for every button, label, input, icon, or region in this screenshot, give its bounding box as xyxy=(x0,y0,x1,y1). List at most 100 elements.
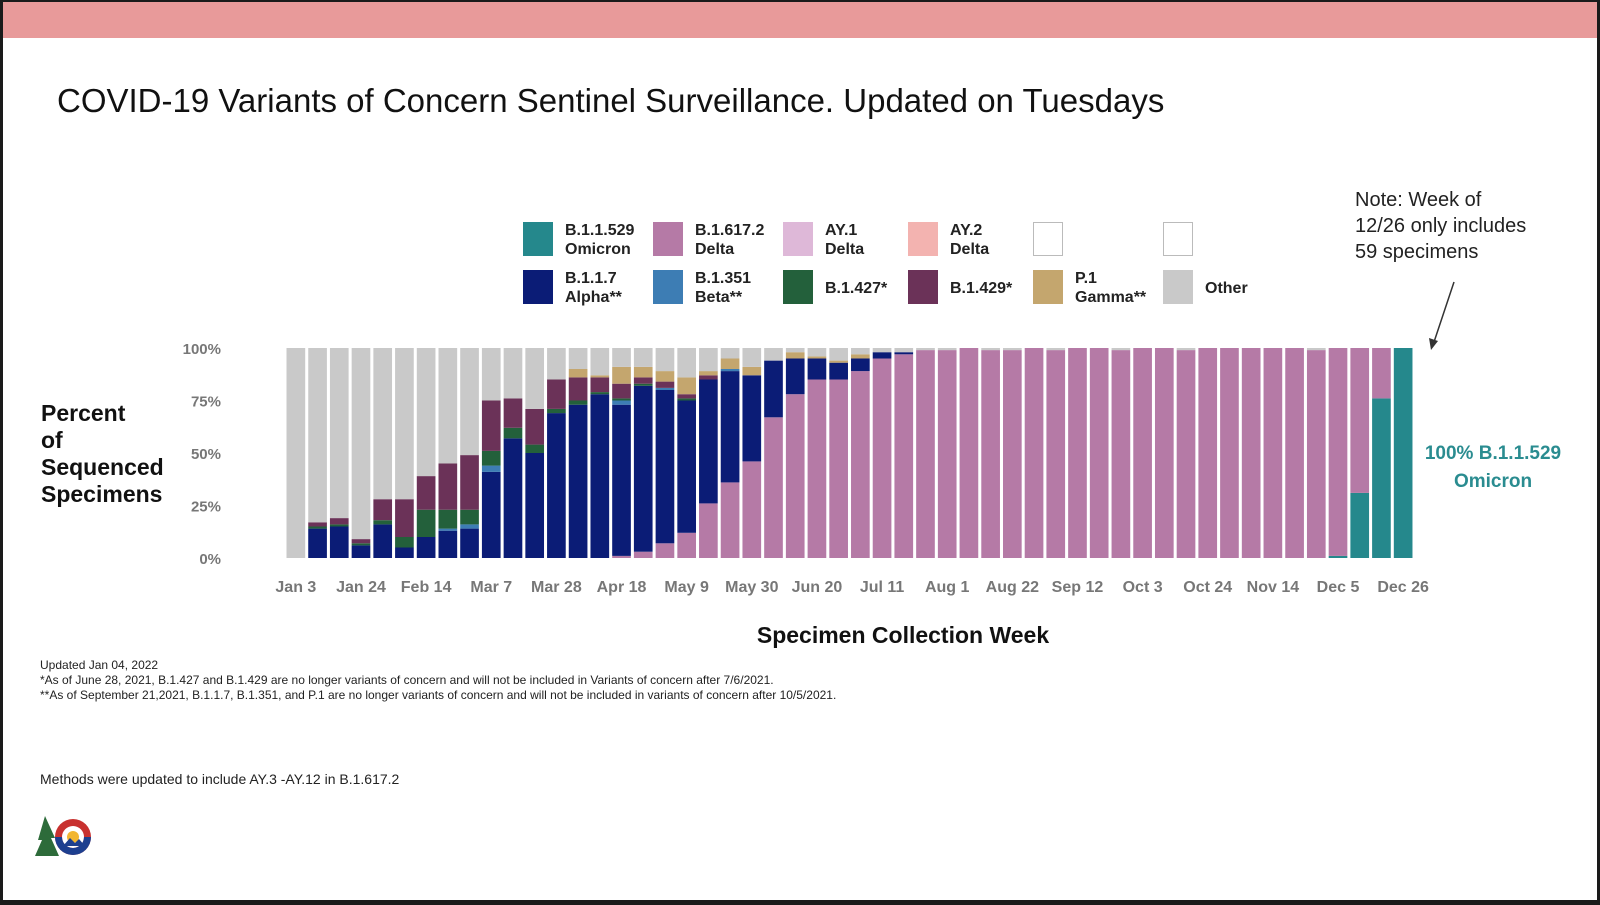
legend-label-beta: B.1.351 Beta** xyxy=(695,270,752,306)
legend-swatch-other xyxy=(1163,270,1193,304)
bar-segment-b1429 xyxy=(351,539,371,544)
bar-segment-b1427 xyxy=(677,398,696,401)
bar-week xyxy=(1393,348,1413,558)
legend-item-ay1: AY.1 Delta xyxy=(783,220,913,260)
bar-segment-delta xyxy=(851,371,870,558)
bar-segment-b1427 xyxy=(590,392,610,395)
y-tick-label: 50% xyxy=(191,446,221,463)
bar-segment-other xyxy=(894,348,914,353)
bar-segment-other xyxy=(1003,348,1022,351)
legend-item-gamma: P.1 Gamma** xyxy=(1033,268,1163,308)
bar-segment-alpha xyxy=(785,358,805,395)
bar-segment-b1427 xyxy=(503,427,523,439)
methods-note: Methods were updated to include AY.3 -AY… xyxy=(40,771,400,787)
bar-segment-other xyxy=(568,348,588,369)
x-tick-label: Feb 14 xyxy=(401,579,452,596)
bar-segment-delta xyxy=(742,461,762,558)
bar-segment-delta xyxy=(937,350,957,558)
legend-item-b1427: B.1.427* xyxy=(783,268,913,308)
bar-segment-alpha xyxy=(438,530,458,558)
bar-segment-delta xyxy=(1046,350,1066,558)
slide: COVID-19 Variants of Concern Sentinel Su… xyxy=(3,2,1597,900)
bar-segment-delta xyxy=(1241,348,1261,558)
legend-label-omicron: B.1.1.529 Omicron xyxy=(565,222,635,258)
bar-segment-delta xyxy=(1263,348,1283,558)
bar-week xyxy=(894,348,914,558)
bar-week xyxy=(568,348,588,558)
bar-segment-other xyxy=(416,348,436,477)
bar-segment-delta xyxy=(1372,348,1391,399)
bar-segment-delta xyxy=(764,417,783,558)
bar-segment-delta xyxy=(785,394,805,558)
bar-segment-other xyxy=(655,348,675,372)
bar-segment-delta xyxy=(981,350,1000,558)
bar-segment-alpha xyxy=(807,358,827,380)
x-tick-label: Jul 11 xyxy=(860,579,905,596)
bar-week xyxy=(1285,348,1304,558)
bar-week xyxy=(1003,348,1022,558)
x-tick-label: Oct 24 xyxy=(1183,579,1232,596)
bar-segment-gamma xyxy=(633,366,653,378)
bar-segment-other xyxy=(395,348,414,500)
bar-segment-other xyxy=(351,348,371,540)
bar-segment-b1429 xyxy=(481,400,501,451)
bar-segment-omicron xyxy=(1372,398,1391,558)
legend-item-alpha: B.1.1.7 Alpha** xyxy=(523,268,653,308)
bar-week xyxy=(308,348,327,558)
legend-label-ay2: AY.2 Delta xyxy=(950,222,990,258)
bar-segment-delta xyxy=(916,350,935,558)
bar-week xyxy=(1154,348,1174,558)
legend-swatch-ay2 xyxy=(908,222,938,256)
bar-week xyxy=(742,348,762,558)
bar-week xyxy=(525,348,545,558)
legend-item-b1429: B.1.429* xyxy=(908,268,1038,308)
bar-segment-b1429 xyxy=(503,398,523,428)
bar-segment-beta xyxy=(481,465,501,472)
bar-segment-other xyxy=(460,348,479,456)
bar-week xyxy=(677,348,696,558)
legend-item-ay2: AY.2 Delta xyxy=(908,220,1038,260)
x-tick-label: Jan 3 xyxy=(275,579,316,596)
footnotes: Updated Jan 04, 2022 *As of June 28, 202… xyxy=(40,658,836,703)
bar-segment-beta xyxy=(655,387,675,390)
bar-segment-gamma xyxy=(851,354,870,359)
bar-week xyxy=(1089,348,1109,558)
bar-segment-delta xyxy=(720,482,740,558)
legend-item-blank2 xyxy=(1163,220,1293,260)
bar-segment-delta xyxy=(655,543,675,558)
bar-segment-omicron xyxy=(1393,348,1413,558)
bar-segment-delta xyxy=(807,379,827,558)
bar-segment-alpha xyxy=(460,528,479,558)
bar-segment-other xyxy=(829,348,848,361)
x-tick-label: Oct 3 xyxy=(1123,579,1163,596)
bar-segment-delta xyxy=(699,503,718,558)
legend-label-b1427: B.1.427* xyxy=(825,280,888,297)
legend-label-delta: B.1.617.2 Delta xyxy=(695,222,765,258)
omicron-annotation: 100% B.1.1.529 Omicron xyxy=(1424,443,1562,492)
x-tick-label: Dec 5 xyxy=(1317,579,1360,596)
bar-segment-other xyxy=(677,348,696,378)
bar-week xyxy=(612,348,631,558)
bar-segment-delta xyxy=(894,354,914,558)
bar-segment-b1427 xyxy=(308,526,327,529)
bar-segment-alpha xyxy=(503,438,523,558)
y-tick-label: 100% xyxy=(183,341,221,358)
footnote-alpha-beta-gamma: **As of September 21,2021, B.1.1.7, B.1.… xyxy=(40,688,837,702)
bar-segment-alpha xyxy=(742,375,762,462)
bar-segment-delta xyxy=(1220,348,1239,558)
bar-segment-b1429 xyxy=(525,408,545,445)
footnote-updated: Updated Jan 04, 2022 xyxy=(40,658,159,672)
bar-segment-gamma xyxy=(655,371,675,382)
bar-segment-b1429 xyxy=(395,499,414,537)
legend-label-gamma: P.1 Gamma** xyxy=(1075,270,1147,306)
x-tick-label: Aug 1 xyxy=(925,579,970,596)
bar-segment-other xyxy=(1046,348,1066,351)
legend-label-alpha: B.1.1.7 Alpha** xyxy=(565,270,622,306)
bar-segment-b1427 xyxy=(460,509,479,525)
bar-week xyxy=(438,348,458,558)
bar-segment-other xyxy=(720,348,740,359)
bar-segment-other xyxy=(590,348,610,376)
bar-segment-b1429 xyxy=(308,522,327,527)
bar-segment-other xyxy=(785,348,805,353)
bar-segment-alpha xyxy=(373,524,393,558)
